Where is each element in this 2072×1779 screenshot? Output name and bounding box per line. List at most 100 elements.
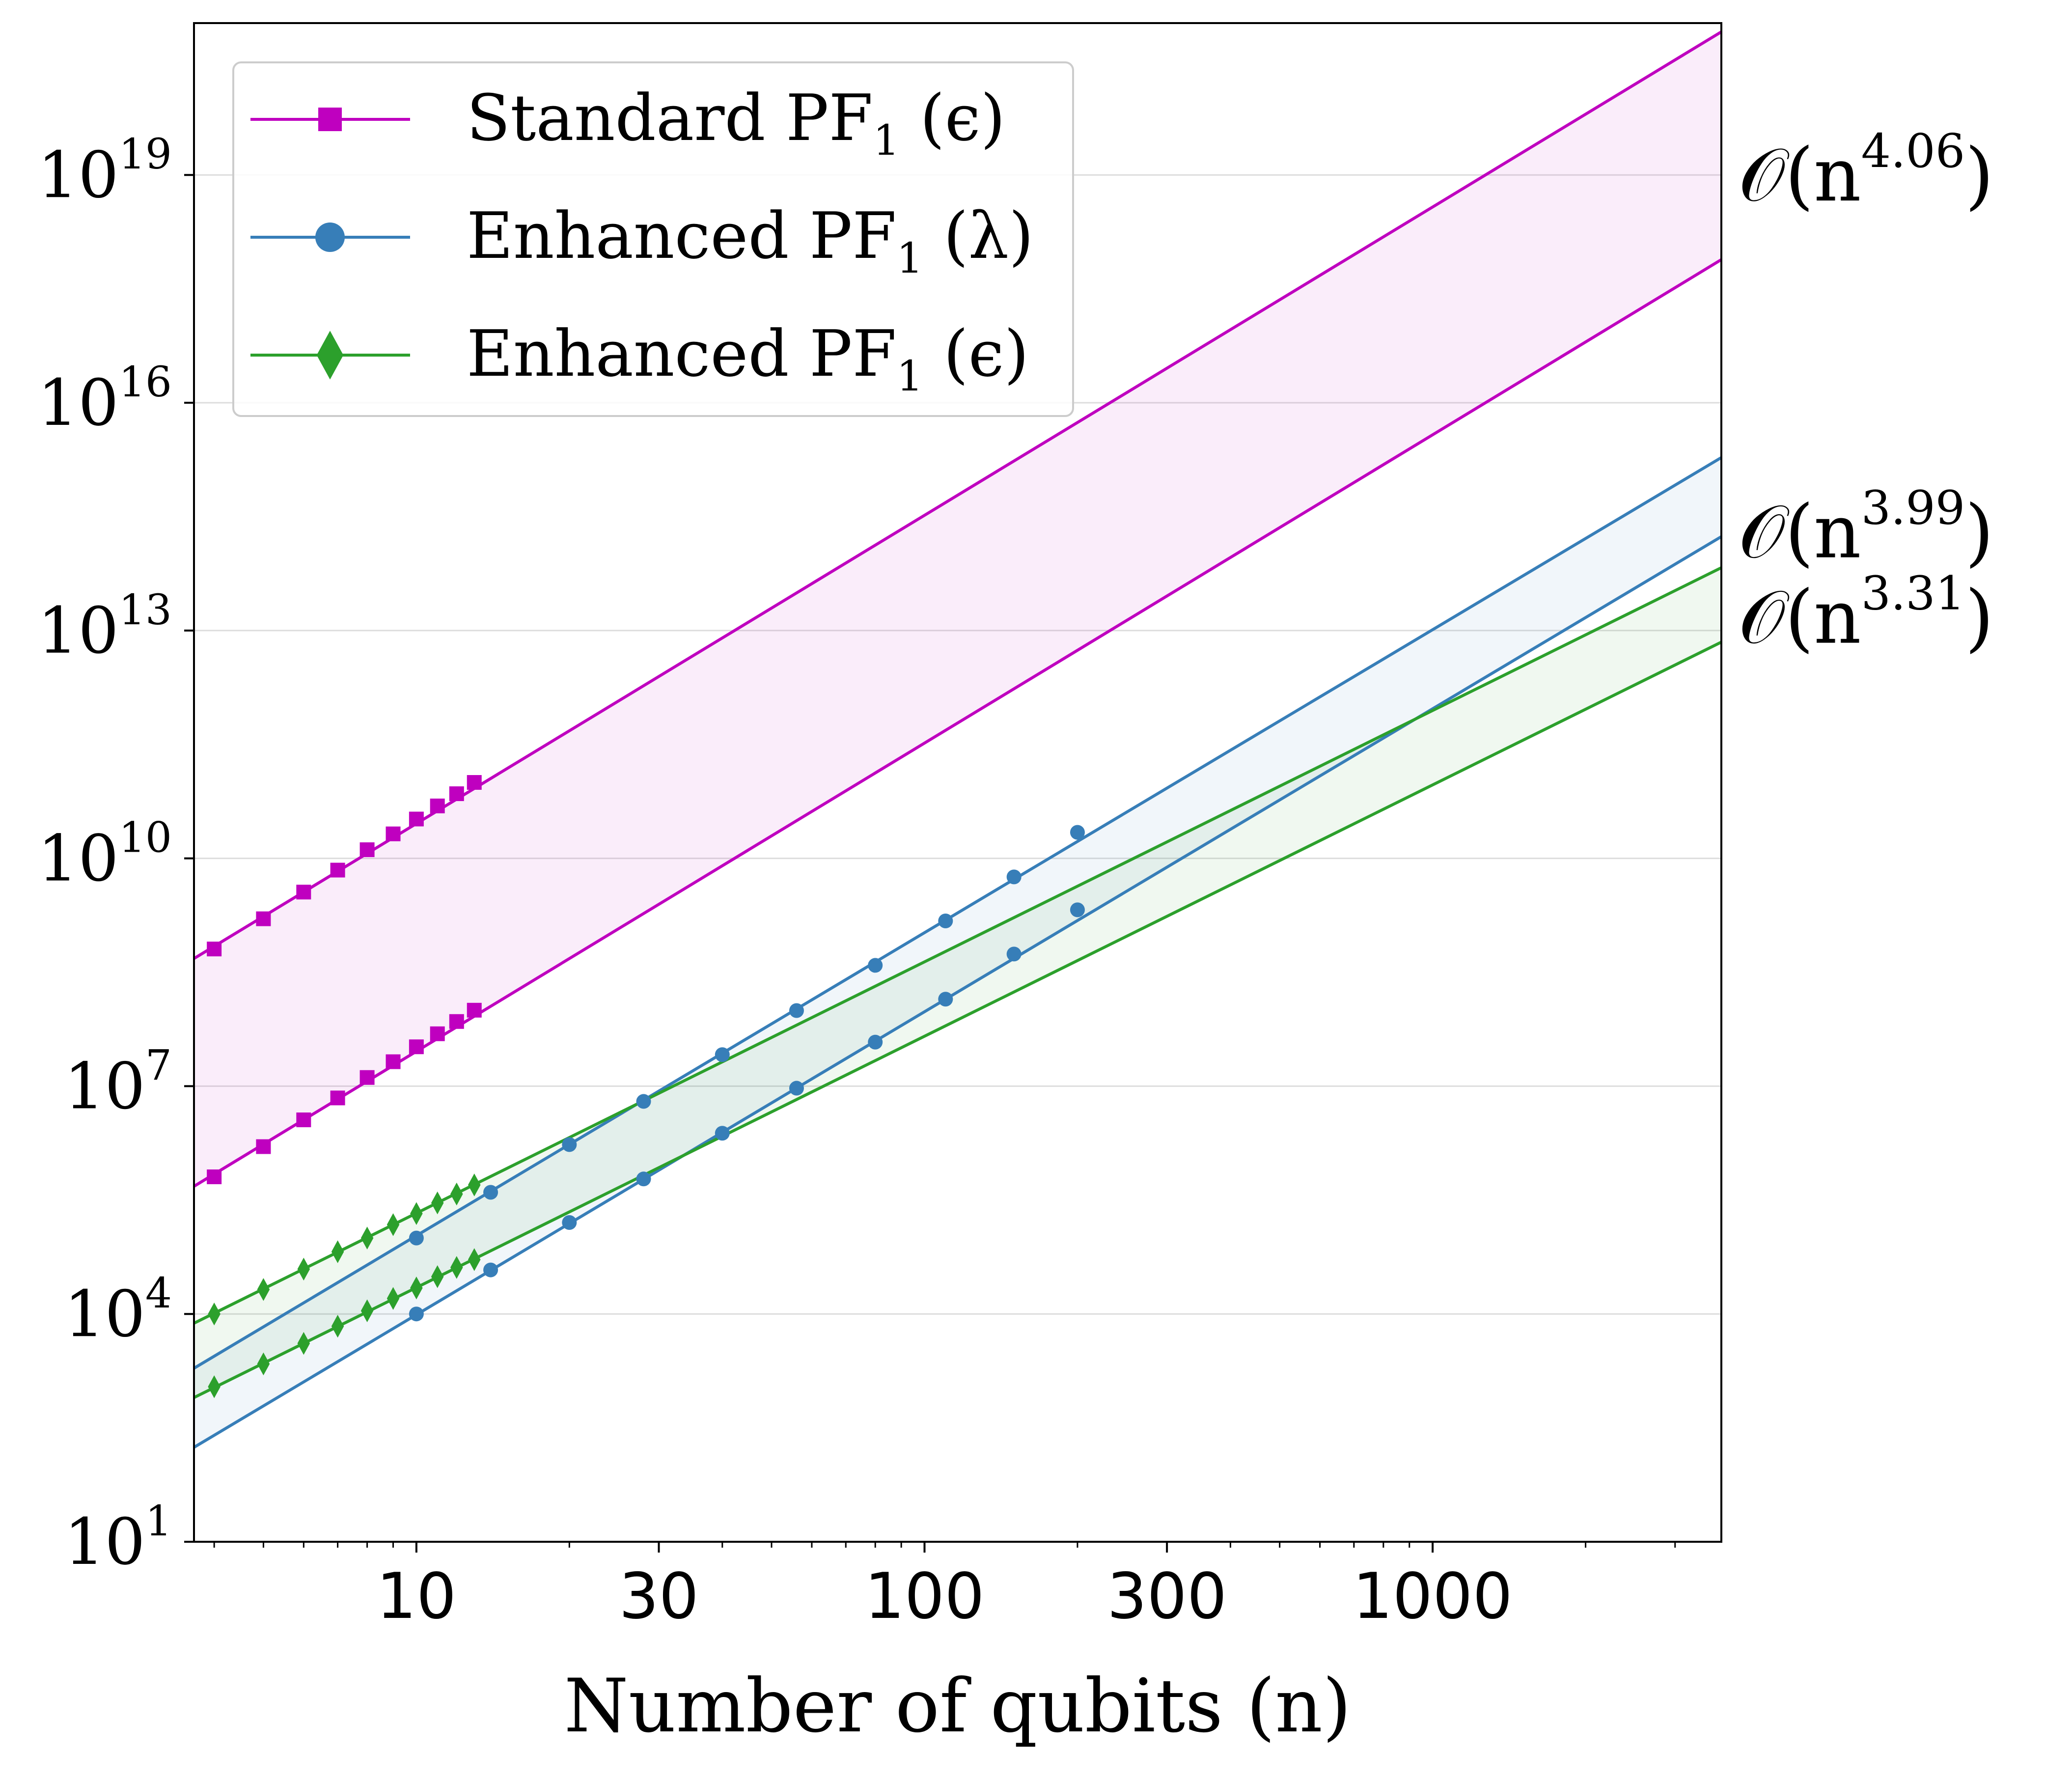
data-point (257, 1278, 270, 1301)
legend-marker (318, 108, 342, 131)
data-point (208, 1375, 221, 1398)
data-point (1070, 825, 1085, 840)
legend-box (232, 61, 1074, 417)
data-point (409, 811, 424, 827)
data-point (430, 1026, 445, 1041)
data-point (467, 775, 482, 790)
data-point (360, 1226, 374, 1250)
y-tick-label: 104 (64, 1269, 172, 1351)
x-axis-ticks: 10 30 100 300 1000 (213, 1542, 1676, 1633)
data-point (483, 1185, 498, 1200)
fit-line (193, 456, 1722, 1370)
data-point (387, 1287, 400, 1310)
band-fill (194, 457, 1721, 1447)
x-tick-label: 10 (376, 1560, 456, 1633)
x-axis-title: Number of qubits (n) (564, 1664, 1352, 1749)
legend-marker (315, 222, 345, 252)
scaling-annotations: 𝒪(n4.06) 𝒪(n3.99)𝒪(n3.31) (1739, 124, 1994, 660)
data-point (449, 786, 464, 801)
band-fill (194, 567, 1721, 1398)
band-fill (194, 31, 1721, 1187)
series-markers (207, 775, 1085, 1398)
scaling-annotation: 𝒪(n3.99) (1739, 481, 1994, 575)
data-point (296, 885, 311, 900)
data-point (208, 1302, 221, 1326)
data-point (789, 1081, 804, 1096)
data-point (1006, 946, 1022, 962)
data-point (360, 1299, 374, 1323)
data-point (468, 1173, 481, 1196)
shaded-bands (194, 31, 1721, 1447)
scaling-annotation: 𝒪(n3.31) (1739, 567, 1994, 661)
data-point (483, 1262, 498, 1278)
x-tick-label: 1000 (1353, 1560, 1513, 1633)
data-point (256, 1139, 271, 1154)
y-tick-label: 1013 (37, 586, 172, 668)
y-tick-label: 107 (64, 1041, 172, 1123)
fit-line (193, 566, 1722, 1325)
data-point (868, 1034, 883, 1050)
data-point (409, 1039, 424, 1055)
data-point (789, 1003, 804, 1018)
data-point (409, 1306, 424, 1322)
fit-line (193, 30, 1722, 960)
y-tick-label: 1010 (37, 814, 172, 896)
fit-line (193, 535, 1722, 1449)
data-point (1006, 869, 1022, 885)
data-point (387, 1213, 400, 1236)
x-tick-label: 100 (864, 1560, 984, 1633)
data-point (468, 1248, 481, 1271)
data-point (431, 1265, 444, 1288)
data-point (331, 1240, 344, 1263)
data-point (410, 1202, 423, 1225)
scaling-annotation: 𝒪(n4.06) (1739, 124, 1994, 218)
data-point (562, 1137, 577, 1152)
legend: Standard PF1 (ϵ) Enhanced PF1 (λ) Enhanced… (232, 61, 1074, 417)
data-point (449, 1014, 464, 1029)
legend-label: Enhanced PF1 (ϵ) (467, 316, 1029, 401)
data-point (297, 1332, 310, 1355)
series-lines (193, 30, 1722, 1449)
data-point (409, 1230, 424, 1246)
data-point (330, 1090, 345, 1106)
data-point (207, 1169, 222, 1184)
data-point (938, 992, 953, 1007)
data-point (467, 1002, 482, 1018)
data-point (296, 1112, 311, 1127)
data-point (386, 1054, 401, 1069)
data-point (868, 958, 883, 973)
fit-line (193, 640, 1722, 1399)
data-point (430, 798, 445, 813)
data-point (256, 911, 271, 926)
data-point (636, 1171, 651, 1187)
x-tick-label: 300 (1107, 1560, 1227, 1633)
data-point (938, 913, 953, 928)
plot-frame (193, 22, 1722, 1543)
data-point (450, 1182, 463, 1206)
data-point (431, 1191, 444, 1215)
data-point (715, 1047, 730, 1062)
data-point (331, 1314, 344, 1338)
data-point (257, 1352, 270, 1376)
y-tick-label: 1016 (37, 358, 172, 440)
data-point (359, 1070, 375, 1085)
data-point (330, 862, 345, 878)
fit-line (193, 258, 1722, 1188)
y-tick-label: 101 (64, 1497, 172, 1579)
y-axis-ticks: 101 104 107 1010 1013 1016 1019 (37, 130, 194, 1579)
y-tick-label: 1019 (37, 130, 172, 212)
data-point (207, 942, 222, 957)
data-point (297, 1257, 310, 1281)
data-point (562, 1215, 577, 1230)
legend-label: Enhanced PF1 (λ) (467, 198, 1034, 283)
data-point (359, 842, 375, 857)
data-point (386, 826, 401, 841)
data-point (636, 1094, 651, 1109)
legend-marker (316, 331, 344, 380)
x-tick-label: 30 (619, 1560, 699, 1633)
legend-label: Standard PF1 (ϵ) (467, 81, 1005, 165)
data-point (410, 1277, 423, 1300)
data-point (450, 1256, 463, 1279)
data-point (1070, 902, 1085, 917)
